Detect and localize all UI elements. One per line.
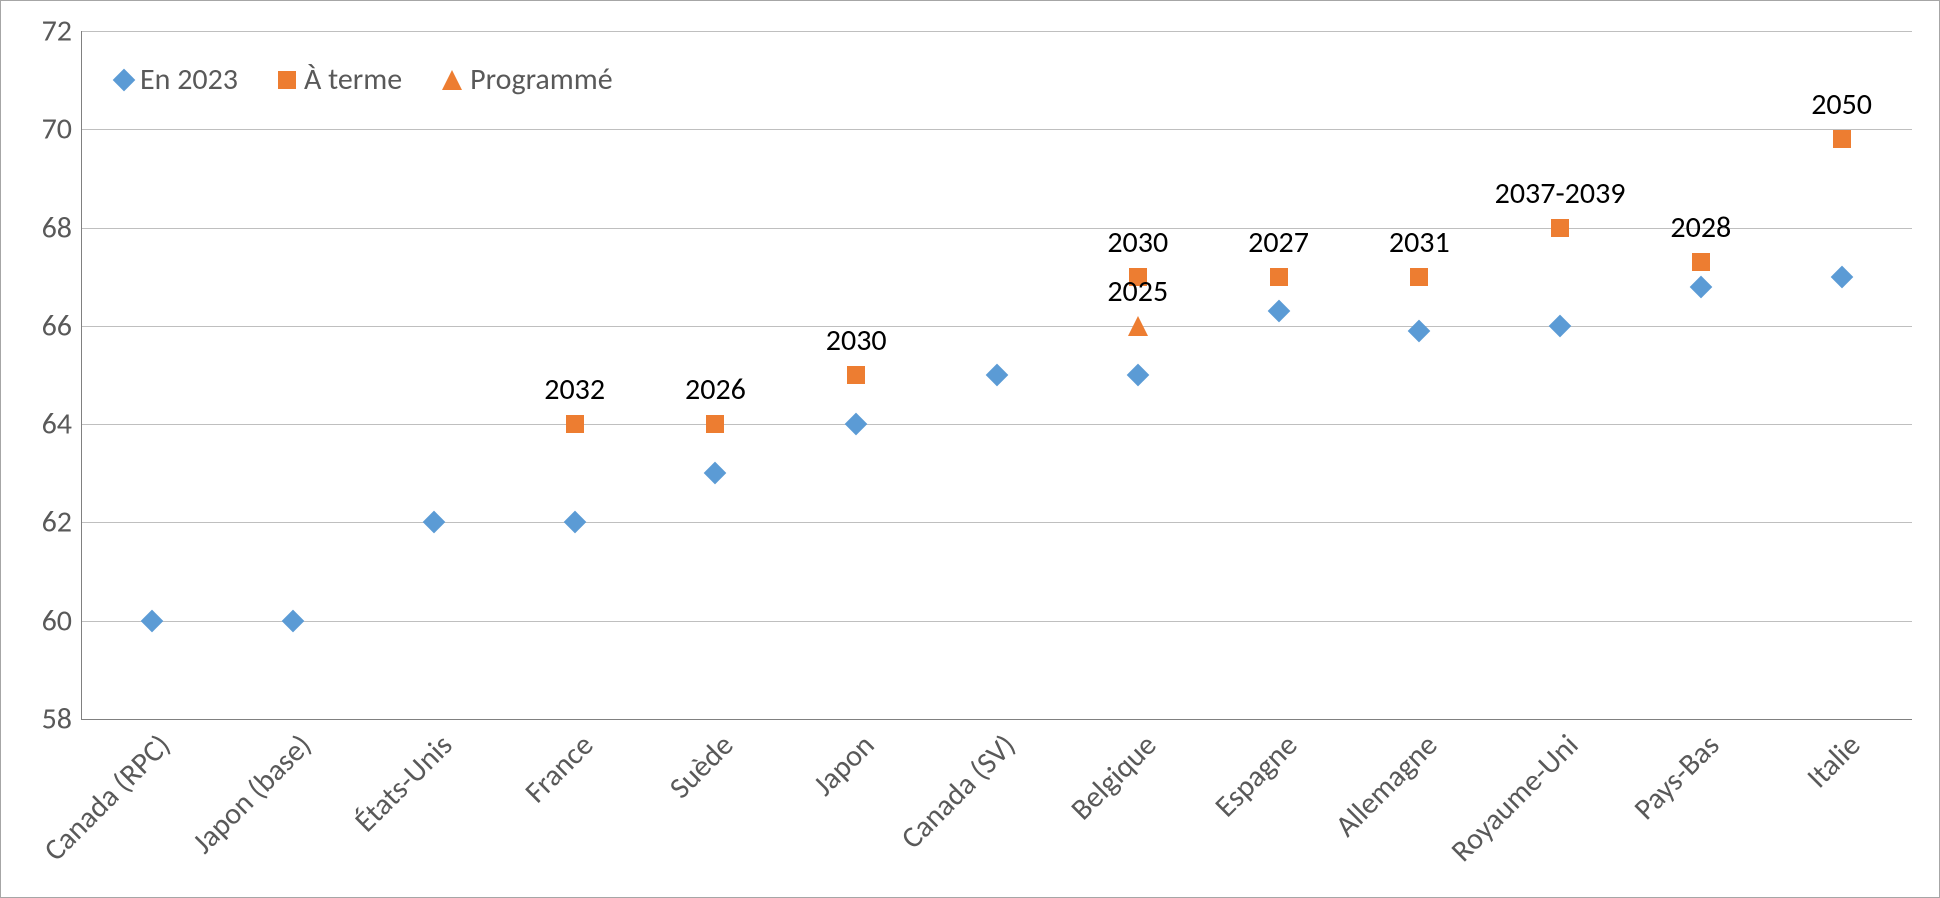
legend-label: En 2023 <box>140 61 238 98</box>
gridline <box>82 31 1912 32</box>
x-tick-label: États-Unis <box>347 727 460 840</box>
gridline <box>82 522 1912 523</box>
legend-label: À terme <box>304 61 402 98</box>
x-tick-label: Royaume-Uni <box>1444 727 1587 870</box>
data-label: 2027 <box>1248 224 1309 261</box>
legend-marker-icon <box>278 71 296 89</box>
x-tick-label: Japon <box>806 727 883 804</box>
y-tick-label: 68 <box>42 209 82 246</box>
legend-item: À terme <box>278 61 402 98</box>
data-point <box>1410 268 1428 286</box>
data-point <box>704 462 727 485</box>
data-point <box>1830 265 1853 288</box>
legend-item: En 2023 <box>116 61 238 98</box>
data-label: 2050 <box>1811 86 1872 123</box>
legend: En 2023 À terme Programmé <box>116 61 613 98</box>
data-label: 2030 <box>826 322 887 359</box>
data-point <box>1126 364 1149 387</box>
gridline <box>82 129 1912 130</box>
legend-label: Programmé <box>470 61 613 98</box>
data-point <box>986 364 1009 387</box>
x-tick-label: Italie <box>1799 727 1868 796</box>
data-label: 2037-2039 <box>1495 175 1626 212</box>
retirement-age-chart: 58 60 62 64 66 68 70 72 Canada (RPC)Japon (base)… <box>0 0 1940 898</box>
data-label: 2026 <box>685 371 746 408</box>
x-tick-label: Suède <box>662 727 741 806</box>
data-label: 2028 <box>1670 209 1731 246</box>
data-label: 2030 <box>1107 224 1168 261</box>
data-point <box>563 511 586 534</box>
data-point <box>1267 300 1290 323</box>
x-tick-label: France <box>517 727 601 811</box>
data-point <box>845 413 868 436</box>
gridline <box>82 621 1912 622</box>
data-label: 2032 <box>544 371 605 408</box>
data-point <box>1549 315 1572 338</box>
data-point <box>1690 275 1713 298</box>
y-tick-label: 72 <box>42 13 82 50</box>
data-point <box>847 366 865 384</box>
gridline <box>82 326 1912 327</box>
data-label: 2031 <box>1389 224 1450 261</box>
data-point <box>141 609 164 632</box>
data-point <box>1270 268 1288 286</box>
x-tick-label: Espagne <box>1207 727 1305 825</box>
data-label: 2025 <box>1107 273 1168 310</box>
y-tick-label: 66 <box>42 307 82 344</box>
data-point <box>1551 219 1569 237</box>
x-tick-label: Canada (SV) <box>894 727 1024 857</box>
legend-item: Programmé <box>442 61 613 98</box>
legend-marker-icon <box>442 70 462 90</box>
data-point <box>1692 253 1710 271</box>
y-tick-label: 70 <box>42 111 82 148</box>
y-tick-label: 62 <box>42 504 82 541</box>
y-tick-label: 64 <box>42 406 82 443</box>
data-point <box>1128 316 1148 336</box>
legend-marker-icon <box>113 68 136 91</box>
y-tick-label: 60 <box>42 602 82 639</box>
data-point <box>423 511 446 534</box>
x-tick-label: Canada (RPC) <box>37 727 179 869</box>
data-point <box>706 415 724 433</box>
plot-area: 5860626466687072Canada (RPC)Japon (base)… <box>81 31 1912 720</box>
x-tick-label: Belgique <box>1063 727 1164 828</box>
data-point <box>566 415 584 433</box>
data-point <box>282 609 305 632</box>
gridline <box>82 424 1912 425</box>
data-point <box>1408 319 1431 342</box>
gridline <box>82 228 1912 229</box>
y-tick-label: 58 <box>42 701 82 738</box>
x-tick-label: Pays-Bas <box>1626 727 1727 828</box>
x-tick-label: Japon (base) <box>185 727 319 861</box>
x-tick-label: Allemagne <box>1328 727 1446 845</box>
data-point <box>1833 130 1851 148</box>
